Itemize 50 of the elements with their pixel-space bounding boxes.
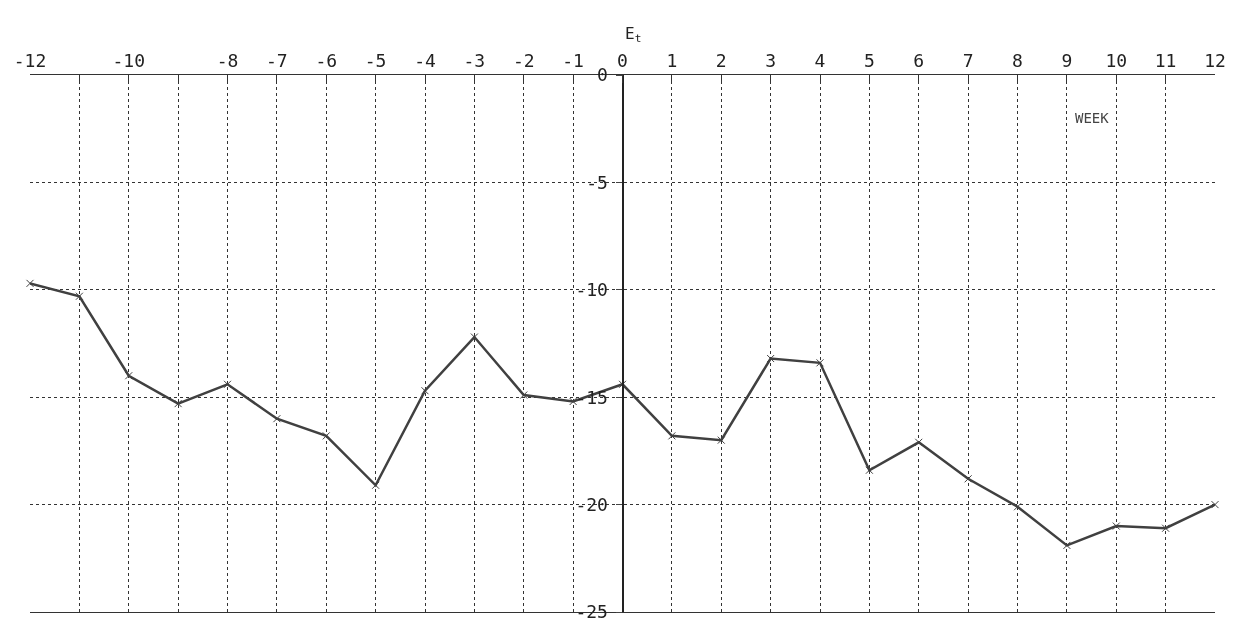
x-tick-label: -4 — [414, 49, 436, 71]
point — [1062, 541, 1071, 550]
x-tick-label: -5 — [364, 49, 387, 71]
point — [322, 431, 331, 440]
x-tick-label: 2 — [715, 49, 727, 71]
x-tick-label: 3 — [765, 49, 777, 71]
x-tick-label: -12 — [13, 49, 47, 71]
y-axis-title: E$_{t}$ — [625, 24, 642, 46]
x-tick-label: -6 — [315, 49, 338, 71]
point — [371, 481, 380, 490]
x-tick-label: 6 — [913, 49, 925, 71]
y-tick-label: -10 — [575, 279, 608, 301]
x-tick-label: -8 — [216, 49, 239, 71]
x-tick-label: 4 — [814, 49, 826, 71]
point — [1112, 522, 1121, 531]
x-tick-label: 12 — [1204, 49, 1226, 71]
point — [75, 292, 84, 301]
point — [421, 386, 429, 395]
point — [618, 380, 627, 389]
point — [26, 279, 34, 288]
x-tick-label: 0 — [617, 49, 628, 71]
point — [766, 354, 775, 363]
point — [272, 414, 281, 423]
point — [964, 474, 973, 483]
point — [667, 431, 676, 440]
x-tick-label: -10 — [112, 49, 146, 71]
x-tick-label: 11 — [1154, 49, 1177, 71]
point — [519, 391, 528, 400]
point — [816, 358, 824, 367]
x-axis-title: WEEK — [1075, 110, 1110, 126]
x-tick-label: 10 — [1105, 49, 1128, 71]
x-tick-label: -7 — [266, 49, 288, 71]
point — [1161, 524, 1170, 533]
x-tick-label: 5 — [863, 49, 875, 71]
y-tick-label: -20 — [575, 493, 608, 515]
point — [717, 436, 726, 445]
point — [1211, 500, 1219, 509]
x-tick-label: 7 — [962, 49, 974, 71]
x-tick-label: 9 — [1061, 49, 1073, 71]
x-tick-label: -1 — [562, 49, 584, 71]
point — [914, 438, 923, 447]
x-tick-label: -2 — [512, 49, 535, 71]
y-tick-label: -5 — [586, 171, 608, 193]
x-tick-label: -3 — [463, 49, 486, 71]
point — [865, 466, 874, 475]
point — [174, 399, 183, 408]
point — [124, 371, 133, 380]
x-tick-label: 1 — [666, 49, 678, 71]
x-tick-label: 8 — [1012, 49, 1023, 71]
point — [223, 380, 232, 389]
